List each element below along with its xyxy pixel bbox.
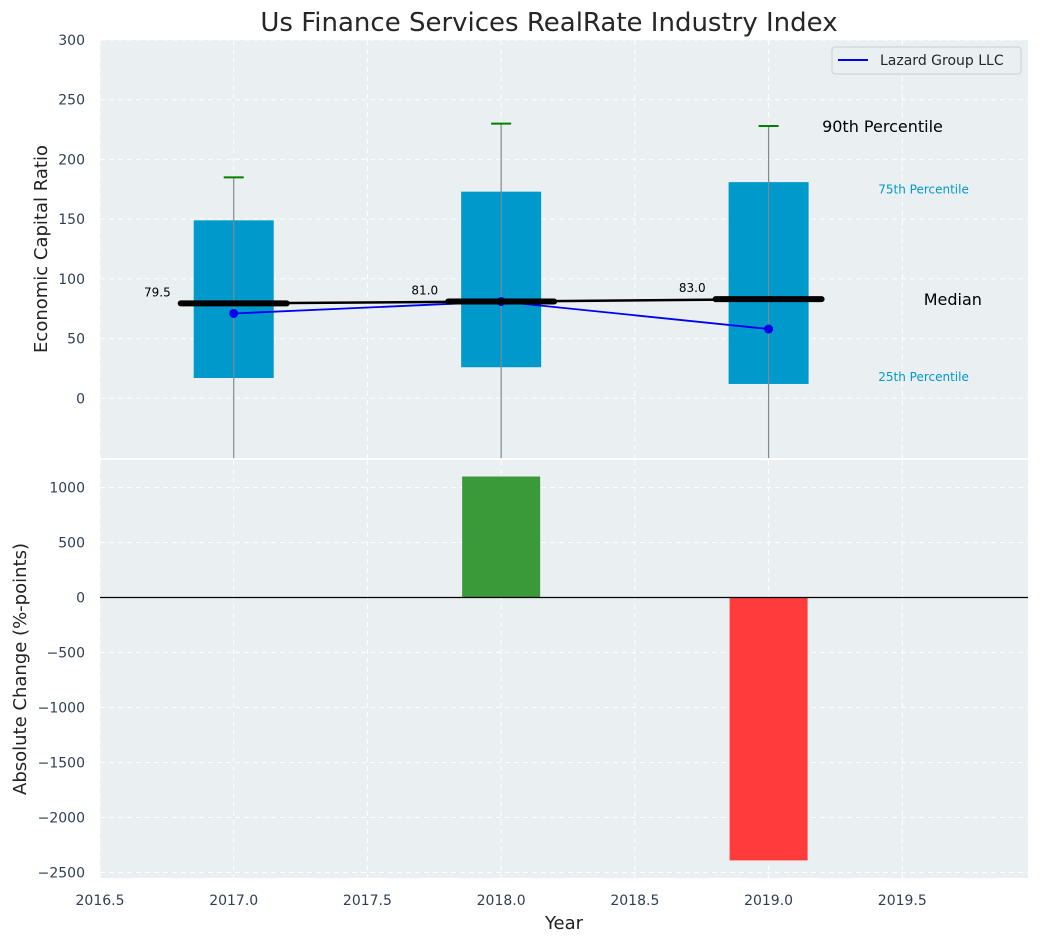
top-y-tick-label: 50	[67, 332, 85, 348]
median-marks: 79.5 81.0 83.0	[144, 281, 825, 307]
legend-box	[831, 46, 1022, 75]
series-point-2019	[764, 324, 774, 334]
bottom-gridlines	[99, 460, 1028, 878]
annotation-75th: 75th Percentile	[878, 182, 969, 196]
bottom-y-tick-label: −1000	[38, 701, 85, 717]
chart-title: Us Finance Services RealRate Industry In…	[260, 8, 837, 38]
x-tick-label: 2017.0	[209, 893, 258, 909]
median-value-label: 81.0	[411, 284, 438, 298]
bottom-y-tick-label: −2000	[38, 811, 85, 827]
top-y-tick-label: 150	[58, 212, 85, 228]
bottom-y-tick-labels: 1000 500 0 −500 −1000 −1500 −2000 −2500	[38, 481, 85, 882]
x-tick-labels: 2016.5 2017.0 2017.5 2018.0 2018.5 2019.0 2019…	[76, 893, 927, 909]
bottom-y-tick-label: 500	[58, 536, 85, 552]
x-tick-label: 2016.5	[76, 893, 125, 909]
change-bars	[100, 476, 1028, 861]
x-axis-label: Year	[544, 913, 584, 934]
change-bar-2019	[729, 597, 808, 861]
x-tick-label: 2017.5	[343, 893, 392, 909]
top-y-tick-label: 100	[58, 272, 85, 288]
top-y-tick-label: 250	[58, 93, 85, 109]
legend-label: Lazard Group LLC	[880, 53, 1004, 69]
x-tick-label: 2019.0	[744, 893, 793, 909]
x-tick-label: 2018.5	[610, 893, 659, 909]
top-y-tick-label: 0	[76, 391, 85, 407]
annotation-25th: 25th Percentile	[878, 370, 969, 384]
percentile-annotations: 90th Percentile 75th Percentile Median 25th…	[822, 117, 982, 384]
x-tick-label: 2018.0	[477, 893, 526, 909]
bottom-y-tick-label: 0	[76, 591, 85, 607]
bottom-y-tick-label: −2500	[38, 866, 85, 882]
x-tick-label: 2019.5	[878, 893, 927, 909]
top-y-tick-label: 200	[58, 152, 85, 168]
top-y-tick-labels: 0 50 100 150 200 250 300	[58, 33, 85, 407]
bottom-y-tick-label: −1500	[38, 756, 85, 772]
annotation-median: Median	[924, 290, 982, 309]
bottom-y-axis-label: Absolute Change (%-points)	[10, 543, 31, 795]
series-point-2017	[229, 308, 239, 318]
bottom-y-tick-label: 1000	[49, 481, 85, 497]
bottom-y-tick-label: −500	[47, 646, 85, 662]
bottom-plot-background	[100, 460, 1028, 878]
top-y-axis-label: Economic Capital Ratio	[31, 145, 52, 353]
annotation-90th: 90th Percentile	[822, 117, 943, 136]
change-bar-2018	[462, 476, 541, 598]
percentile-boxes	[193, 122, 809, 458]
median-value-label: 83.0	[679, 281, 706, 295]
legend[interactable]: Lazard Group LLC	[831, 46, 1022, 75]
top-panel: 0 50 100 150 200 250 300 79.5 81.0 83.0 90th Per…	[31, 33, 1028, 458]
top-y-tick-label: 300	[58, 33, 85, 49]
median-value-label: 79.5	[144, 285, 171, 299]
